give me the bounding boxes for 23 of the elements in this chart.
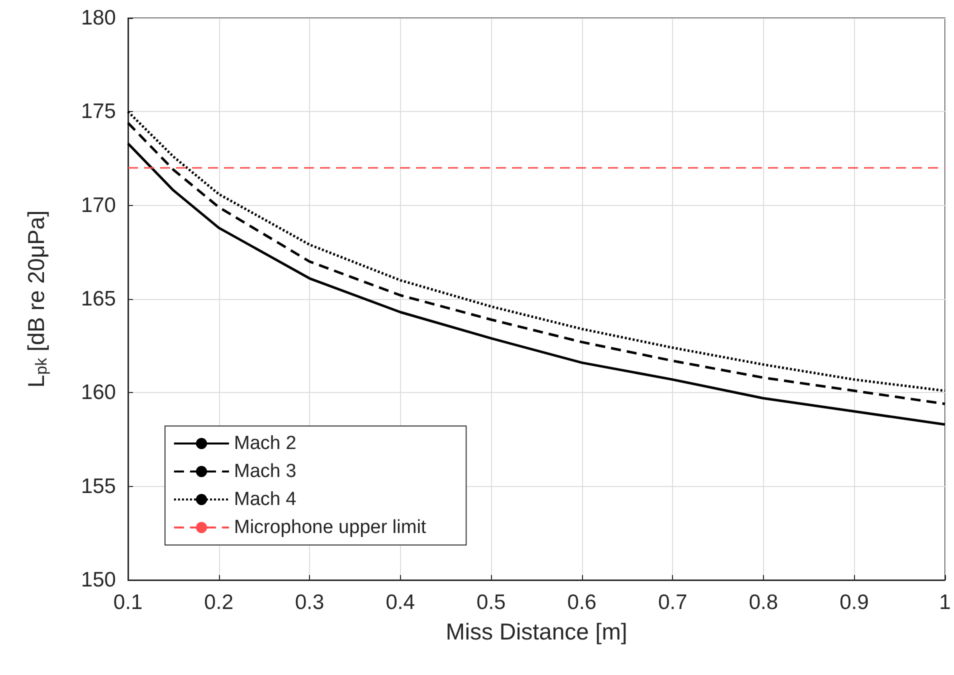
x-tick-label: 0.4 [386,591,416,614]
legend-label: Microphone upper limit [234,517,427,538]
legend-label: Mach 3 [234,461,296,482]
x-tick-label: 0.5 [476,591,506,614]
x-tick-label: 0.2 [204,591,234,614]
y-tick-label: 160 [80,381,116,404]
legend-label: Mach 4 [234,489,297,510]
y-tick-label: 175 [80,100,116,124]
x-tick-label: 0.1 [113,591,143,614]
x-tick-label: 0.9 [840,591,869,614]
x-axis-title: Miss Distance [m] [446,618,628,644]
y-tick-label: 155 [80,474,116,498]
x-tick-label: 0.8 [748,591,778,614]
x-tick-label: 0.6 [567,591,596,614]
x-tick-label: 0.3 [294,591,324,614]
legend-label: Mach 2 [234,433,296,454]
y-axis-title: Lpk [dB re 20μPa] [23,210,50,388]
x-tick-label: 0.7 [658,591,688,614]
y-tick-label: 150 [80,568,116,592]
y-tick-label: 165 [80,288,116,310]
y-tick-label: 180 [80,6,116,30]
y-tick-label: 170 [80,194,116,217]
x-tick-label: 1 [939,591,951,614]
